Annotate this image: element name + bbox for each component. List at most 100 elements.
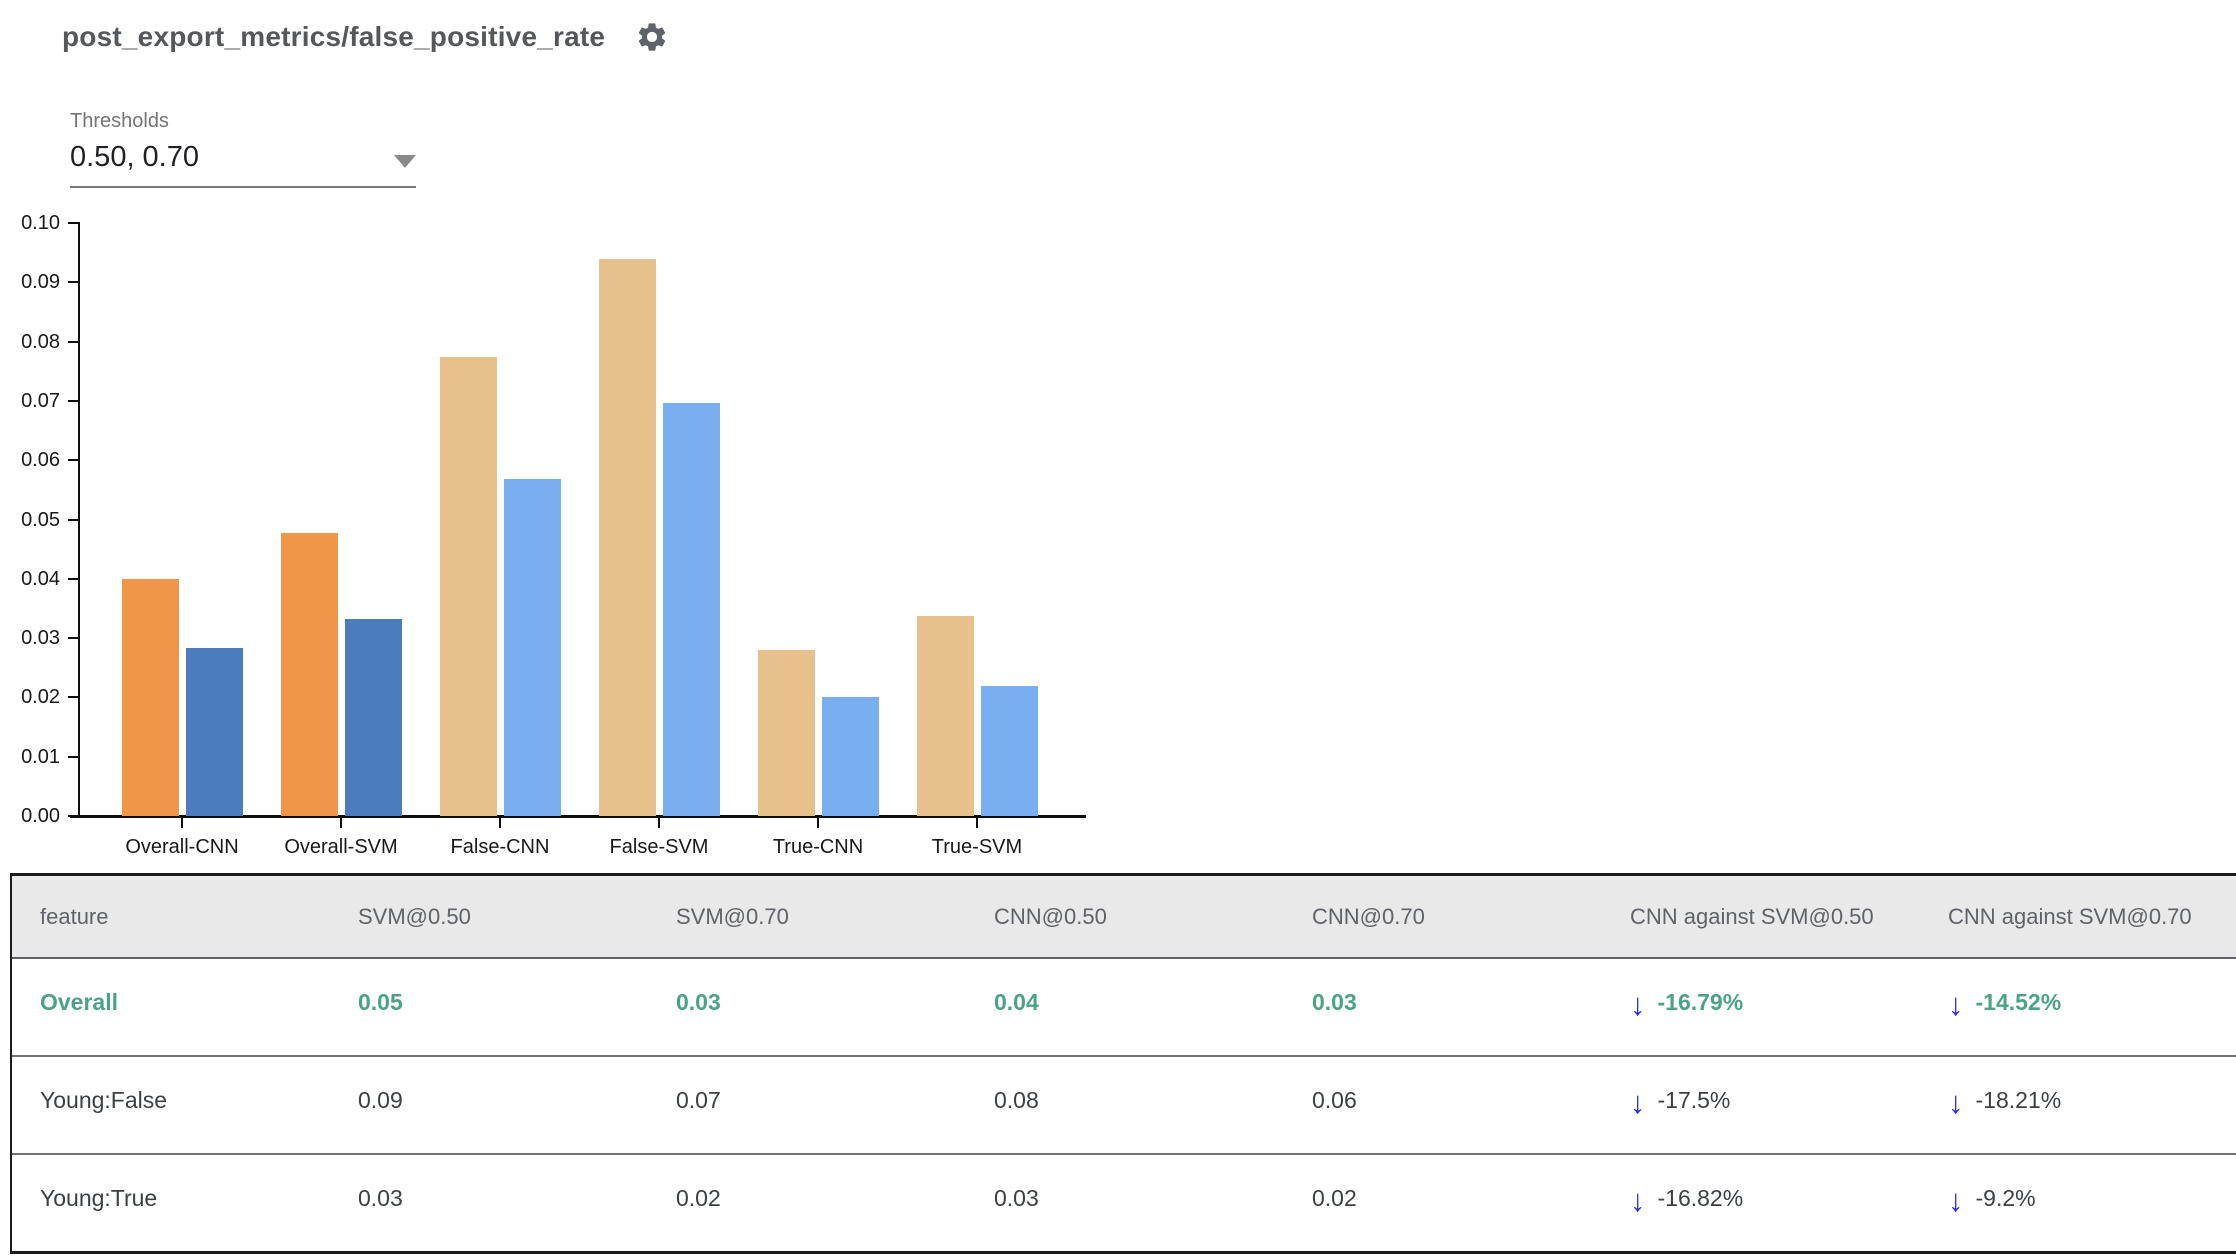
comparison-cell: ↓ -16.82% (1602, 1183, 1920, 1224)
arrow-down-icon: ↓ (1630, 1084, 1646, 1120)
y-axis-tick (68, 815, 78, 817)
bar-False-CNN-t0.70 (503, 479, 561, 816)
x-axis-tick (499, 818, 501, 828)
x-tick-label: True-SVM (931, 836, 1023, 858)
y-tick-label: 0.04 (21, 567, 60, 590)
x-axis-tick (658, 818, 660, 828)
thresholds-label: Thresholds (70, 110, 169, 132)
comparison-value: -16.82% (1657, 1184, 1744, 1211)
table-row-young-true[interactable]: Young:True 0.03 0.02 0.03 0.02 ↓ -16.82% ↓ -9.2% (12, 1155, 2236, 1251)
thresholds-dropdown[interactable]: Thresholds 0.50, 0.70 (70, 110, 416, 188)
y-tick-label: 0.06 (21, 449, 60, 472)
feature-cell: Young:False (40, 1086, 168, 1113)
x-tick-label: Overall-SVM (284, 836, 398, 858)
x-tick-label: Overall-CNN (125, 836, 239, 858)
value-cell: 0.02 (1312, 1184, 1357, 1211)
table-row-young-false[interactable]: Young:False 0.09 0.07 0.08 0.06 ↓ -17.5% ↓ -18.2… (12, 1057, 2236, 1155)
bar-True-SVM-t0.50 (916, 616, 974, 816)
value-cell: 0.06 (1312, 1086, 1357, 1113)
value-cell: 0.07 (676, 1086, 721, 1113)
y-axis-tick (68, 281, 78, 284)
y-tick-label: 0.00 (21, 805, 60, 827)
column-header-svm-0-70: SVM@0.70 (676, 903, 789, 929)
y-tick-label: 0.01 (21, 745, 60, 768)
value-cell: 0.02 (676, 1184, 721, 1211)
x-axis (70, 815, 1086, 818)
feature-cell: Young:True (40, 1184, 158, 1211)
arrow-down-icon: ↓ (1630, 986, 1646, 1022)
y-axis-tick (68, 459, 78, 462)
bar-False-SVM-t0.50 (598, 259, 656, 816)
arrow-down-icon: ↓ (1948, 1084, 1964, 1120)
y-axis (78, 222, 80, 817)
value-cell: 0.09 (358, 1086, 403, 1113)
x-axis-tick (181, 818, 183, 828)
value-cell: 0.08 (994, 1086, 1039, 1113)
table-body: Overall 0.05 0.03 0.04 0.03 ↓ -16.79% ↓ -14.52% Y… (12, 959, 2236, 1251)
comparison-cell: ↓ -16.79% (1602, 987, 1920, 1028)
bar-Overall-CNN-t0.70 (185, 648, 243, 816)
metric-title: post_export_metrics/false_positive_rate (62, 21, 606, 52)
x-tick-label: False-SVM (609, 836, 709, 858)
column-header-cnn-0-50: CNN@0.50 (994, 903, 1107, 929)
chevron-down-icon (394, 155, 416, 168)
value-cell: 0.03 (994, 1184, 1039, 1211)
gear-icon[interactable] (635, 20, 669, 54)
bar-Overall-SVM-t0.70 (344, 619, 402, 816)
comparison-cell: ↓ -9.2% (1920, 1183, 2236, 1224)
column-header-svm-0-50: SVM@0.50 (358, 903, 471, 929)
y-tick-label: 0.10 (21, 212, 60, 234)
y-tick-label: 0.07 (21, 389, 60, 412)
value-cell: 0.04 (994, 988, 1039, 1015)
y-tick-label: 0.03 (21, 627, 60, 650)
table-row-overall[interactable]: Overall 0.05 0.03 0.04 0.03 ↓ -16.79% ↓ -14.52% (12, 959, 2236, 1057)
metrics-table: feature SVM@0.50 SVM@0.70 CNN@0.50 CNN@0.70 C… (10, 873, 2236, 1254)
comparison-cell: ↓ -17.5% (1602, 1085, 1920, 1126)
metric-header: post_export_metrics/false_positive_rate (62, 20, 669, 54)
feature-cell: Overall (40, 988, 118, 1015)
value-cell: 0.05 (358, 988, 403, 1015)
column-header-feature: feature (40, 903, 109, 929)
column-header-cnn-against-svm-0-70: CNN against SVM@0.70 (1948, 903, 2192, 929)
x-axis-tick (340, 818, 342, 828)
bar-False-SVM-t0.70 (662, 403, 720, 816)
y-axis-tick (68, 577, 78, 580)
arrow-down-icon: ↓ (1948, 1182, 1964, 1218)
y-axis-tick (68, 696, 78, 699)
arrow-down-icon: ↓ (1948, 986, 1964, 1022)
bar-Overall-SVM-t0.50 (280, 533, 338, 816)
y-axis-tick (68, 399, 78, 402)
y-tick-label: 0.08 (21, 330, 60, 353)
table-header-row: feature SVM@0.50 SVM@0.70 CNN@0.50 CNN@0.70 C… (12, 876, 2236, 959)
comparison-cell: ↓ -18.21% (1920, 1085, 2236, 1126)
y-axis-tick (68, 340, 78, 343)
value-cell: 0.03 (676, 988, 721, 1015)
comparison-value: -18.21% (1975, 1086, 2062, 1113)
comparison-value: -16.79% (1657, 988, 1744, 1015)
value-cell: 0.03 (1312, 988, 1357, 1015)
y-axis-tick (68, 518, 78, 521)
false-positive-rate-chart: 0.00 0.01 0.02 0.03 0.04 0.05 0.06 0.07 0.08 0.09… (0, 0, 1200, 880)
y-axis-tick (68, 637, 78, 640)
bar-Overall-CNN-t0.50 (121, 579, 179, 816)
y-tick-label: 0.05 (21, 508, 60, 531)
value-cell: 0.03 (358, 1184, 403, 1211)
arrow-down-icon: ↓ (1630, 1182, 1646, 1218)
x-axis-tick (976, 818, 978, 828)
comparison-value: -17.5% (1657, 1086, 1731, 1113)
column-header-cnn-against-svm-0-50: CNN against SVM@0.50 (1630, 903, 1874, 929)
comparison-cell: ↓ -14.52% (1920, 987, 2236, 1028)
bar-True-CNN-t0.70 (821, 697, 879, 816)
y-tick-label: 0.02 (21, 686, 60, 709)
x-tick-label: False-CNN (450, 836, 550, 858)
comparison-value: -9.2% (1975, 1184, 2036, 1211)
y-axis-tick (68, 222, 78, 224)
bar-False-CNN-t0.50 (439, 357, 497, 816)
y-axis-tick (68, 755, 78, 758)
bar-True-SVM-t0.70 (980, 686, 1038, 816)
thresholds-select[interactable]: 0.50, 0.70 (70, 141, 416, 188)
bar-True-CNN-t0.50 (757, 650, 815, 816)
comparison-value: -14.52% (1975, 988, 2062, 1015)
column-header-cnn-0-70: CNN@0.70 (1312, 903, 1425, 929)
thresholds-value: 0.50, 0.70 (70, 141, 199, 173)
